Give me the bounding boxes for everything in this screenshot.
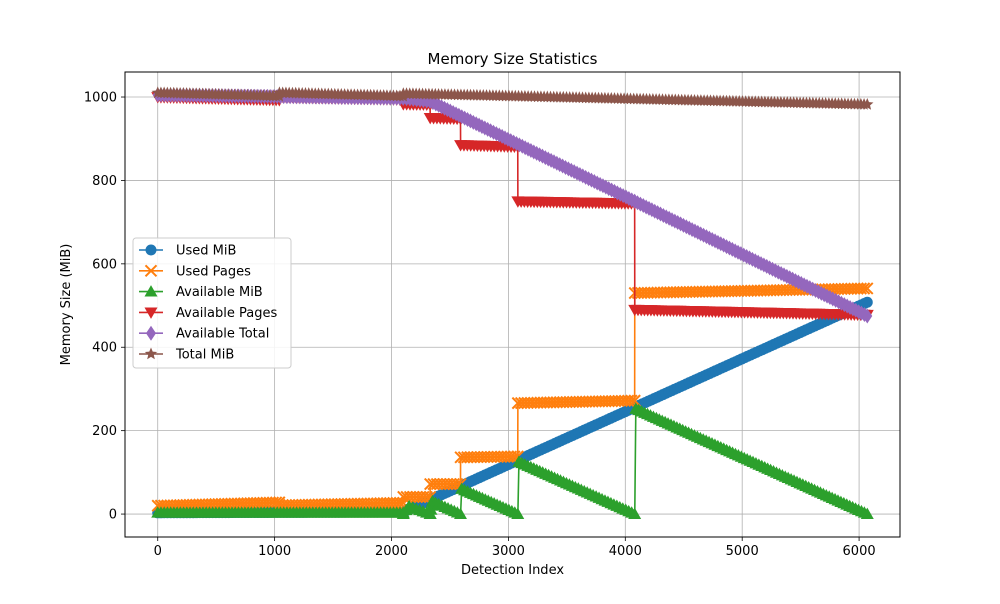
legend-item-available-total: Available Total bbox=[139, 325, 269, 342]
x-axis-label: Detection Index bbox=[461, 563, 564, 578]
axis-ticks: 0 1000 2000 3000 4000 5000 6000 0 200 400 600 800 10… bbox=[84, 91, 876, 559]
legend-label: Available MiB bbox=[176, 285, 263, 300]
data-point bbox=[861, 282, 874, 295]
data-point bbox=[857, 282, 871, 295]
chart-title: Memory Size Statistics bbox=[428, 50, 598, 68]
x-tick-label: 0 bbox=[154, 544, 162, 559]
plot-frame bbox=[124, 71, 901, 538]
y-tick-label: 400 bbox=[92, 341, 117, 356]
data-point bbox=[453, 507, 467, 519]
legend-label: Used Pages bbox=[176, 264, 251, 279]
chart-legend: Used MiB Used Pages Available MiB Available… bbox=[132, 237, 292, 369]
legend-label: Used MiB bbox=[176, 244, 236, 259]
y-tick-label: 200 bbox=[92, 424, 117, 439]
x-tick-label: 5000 bbox=[726, 544, 759, 559]
data-point bbox=[511, 507, 525, 519]
y-tick-label: 0 bbox=[109, 508, 117, 523]
legend-marker-used-pages bbox=[144, 264, 158, 278]
series-total-mib bbox=[151, 86, 874, 110]
data-point bbox=[861, 296, 873, 308]
series-available-mib bbox=[151, 402, 874, 519]
legend-marker-total-mib bbox=[144, 347, 158, 360]
y-tick-label: 1000 bbox=[84, 91, 117, 106]
x-tick-label: 4000 bbox=[609, 544, 642, 559]
legend-marker-used-mib bbox=[145, 244, 157, 256]
x-tick-label: 6000 bbox=[843, 544, 876, 559]
data-point bbox=[860, 507, 874, 519]
data-point bbox=[628, 507, 642, 519]
legend-item-total-mib: Total MiB bbox=[139, 347, 234, 363]
y-tick-label: 800 bbox=[92, 174, 117, 189]
data-point bbox=[861, 98, 874, 110]
series-markers-total-mib bbox=[151, 86, 874, 110]
legend-items: Used MiB Used Pages Available MiB Available… bbox=[139, 244, 277, 363]
legend-item-available-mib: Available MiB bbox=[139, 285, 263, 300]
legend-box bbox=[132, 237, 292, 369]
series-markers-available-mib bbox=[151, 402, 874, 519]
legend-label: Available Pages bbox=[176, 306, 277, 321]
legend-label: Available Total bbox=[176, 327, 269, 342]
y-axis-label: Memory Size (MiB) bbox=[59, 244, 74, 366]
legend-item-available-pages: Available Pages bbox=[139, 306, 277, 321]
x-tick-label: 3000 bbox=[492, 544, 525, 559]
series-lines bbox=[151, 86, 874, 519]
legend-marker-available-total bbox=[146, 325, 156, 341]
legend-label: Total MiB bbox=[175, 348, 234, 363]
legend-marker-available-mib bbox=[144, 285, 158, 297]
legend-marker-available-pages bbox=[144, 307, 158, 319]
y-tick-label: 600 bbox=[92, 257, 117, 272]
x-tick-label: 1000 bbox=[258, 544, 291, 559]
data-point bbox=[628, 394, 641, 407]
x-tick-label: 2000 bbox=[375, 544, 408, 559]
legend-item-used-mib: Used MiB bbox=[139, 244, 236, 259]
data-point bbox=[862, 308, 873, 324]
legend-item-used-pages: Used Pages bbox=[139, 264, 251, 279]
